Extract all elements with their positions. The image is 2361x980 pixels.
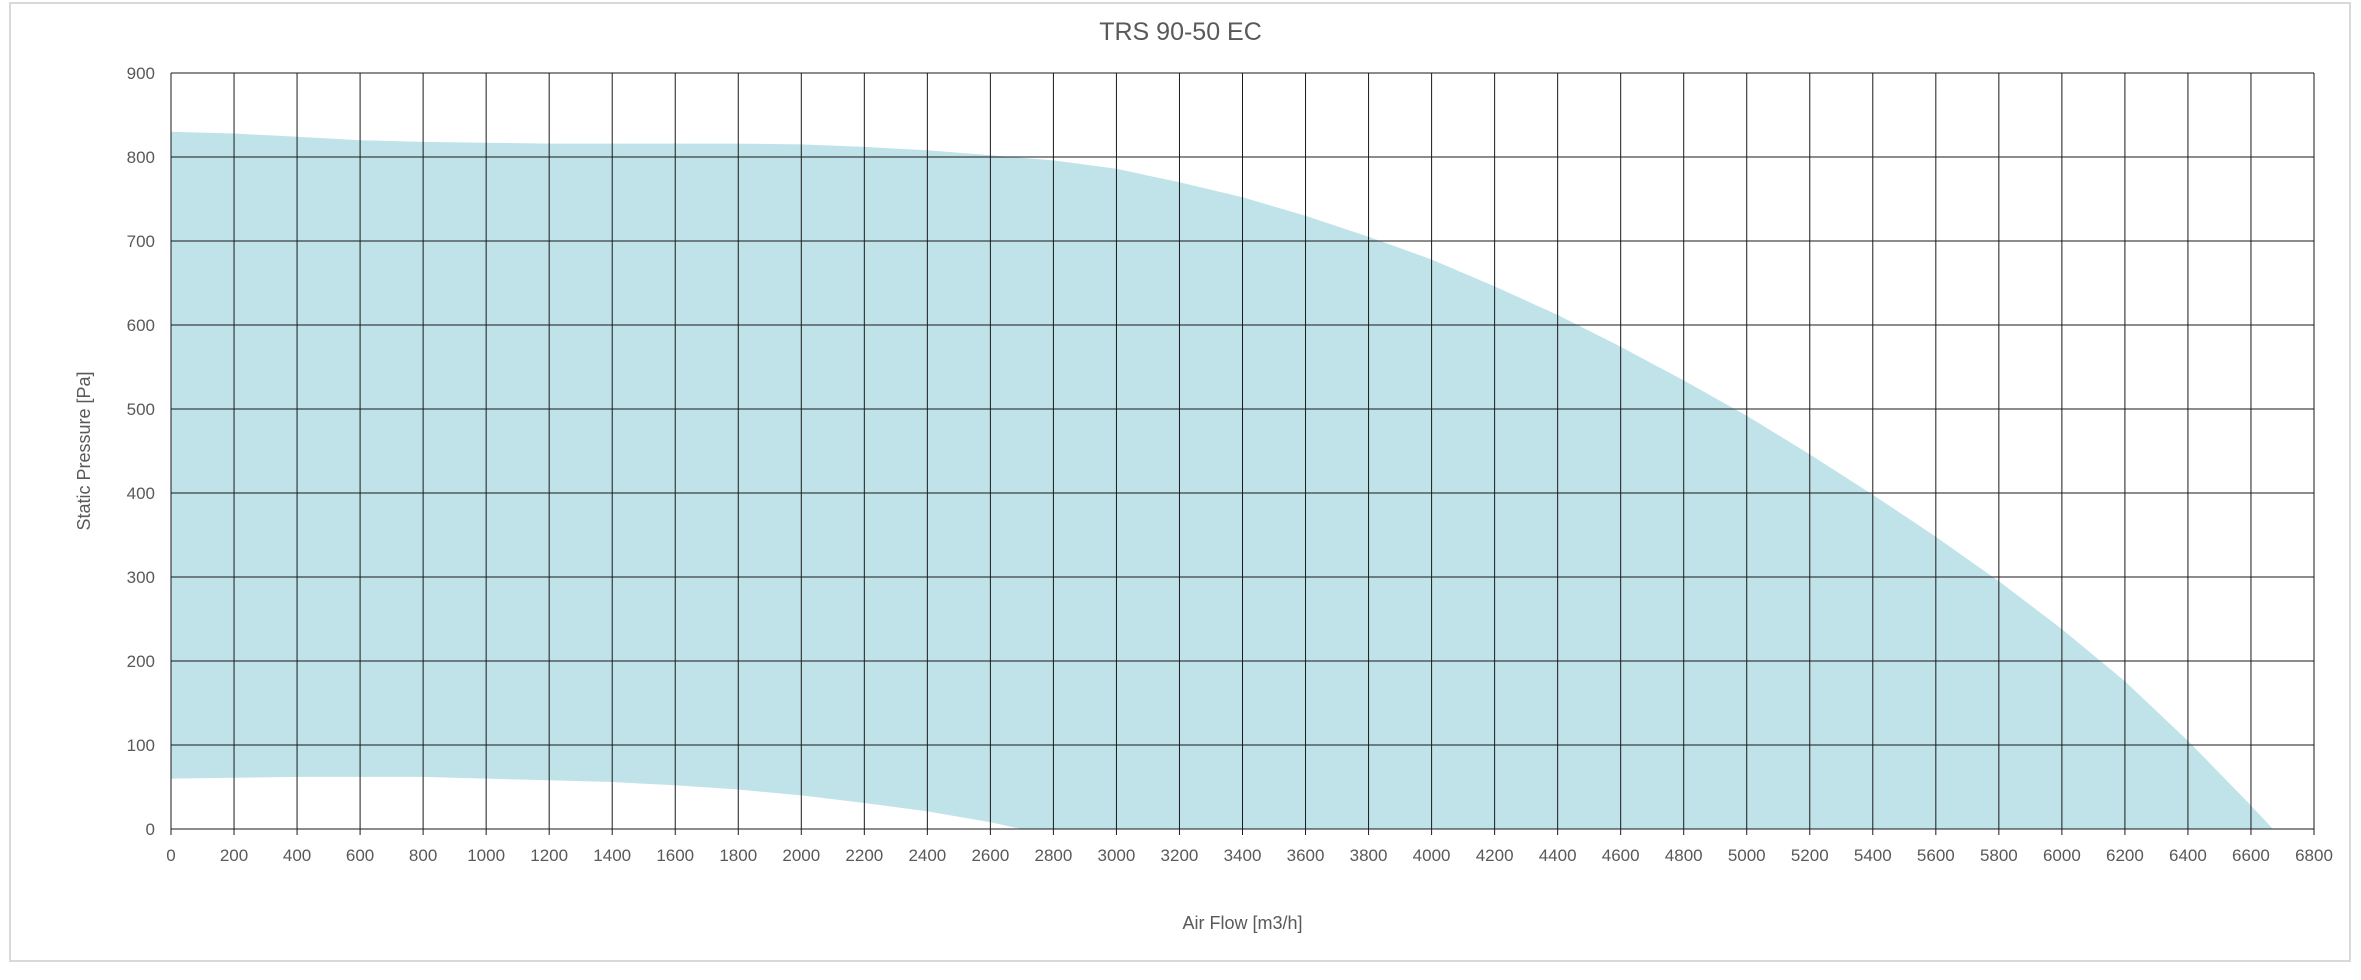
operating-area-layer xyxy=(171,131,2273,830)
x-tick-label: 6200 xyxy=(2106,846,2144,865)
x-tick-label: 5600 xyxy=(1917,846,1955,865)
x-tick-label: 6800 xyxy=(2295,846,2333,865)
x-tick-label: 3600 xyxy=(1287,846,1325,865)
operating-area xyxy=(171,131,2273,830)
y-tick-label: 900 xyxy=(127,64,155,83)
x-tick-label: 6000 xyxy=(2043,846,2081,865)
y-tick-label: 400 xyxy=(127,484,155,503)
x-tick-label: 2200 xyxy=(845,846,883,865)
x-axis-title: Air Flow [m3/h] xyxy=(1182,913,1302,933)
x-tick-label: 5800 xyxy=(1980,846,2018,865)
x-tick-label: 1200 xyxy=(530,846,568,865)
x-tick-label: 4600 xyxy=(1602,846,1640,865)
y-tick-label: 300 xyxy=(127,568,155,587)
x-tick-label: 1800 xyxy=(719,846,757,865)
x-tick-label: 200 xyxy=(220,846,248,865)
x-tick-label: 2800 xyxy=(1034,846,1072,865)
y-tick-label: 200 xyxy=(127,652,155,671)
x-tick-label: 4400 xyxy=(1539,846,1577,865)
x-tick-label: 5000 xyxy=(1728,846,1766,865)
y-tick-label: 700 xyxy=(127,232,155,251)
x-tick-label: 3800 xyxy=(1350,846,1388,865)
x-tick-label: 1600 xyxy=(656,846,694,865)
x-tick-label: 2600 xyxy=(971,846,1009,865)
x-tick-label: 5400 xyxy=(1854,846,1892,865)
x-tick-label: 600 xyxy=(346,846,374,865)
x-tick-label: 400 xyxy=(283,846,311,865)
x-tick-label: 6600 xyxy=(2232,846,2270,865)
x-tick-label: 3400 xyxy=(1224,846,1262,865)
x-tick-label: 2400 xyxy=(908,846,946,865)
x-tick-label: 4000 xyxy=(1413,846,1451,865)
y-tick-label: 0 xyxy=(146,820,155,839)
x-tick-label: 2000 xyxy=(782,846,820,865)
x-tick-label: 4200 xyxy=(1476,846,1514,865)
y-tick-label: 600 xyxy=(127,316,155,335)
x-tick-label: 3200 xyxy=(1161,846,1199,865)
x-tick-label: 6400 xyxy=(2169,846,2207,865)
x-tick-label: 1000 xyxy=(467,846,505,865)
y-tick-label: 100 xyxy=(127,736,155,755)
y-tick-label: 800 xyxy=(127,148,155,167)
x-tick-label: 5200 xyxy=(1791,846,1829,865)
chart-title: TRS 90-50 EC xyxy=(1099,18,1262,46)
x-tick-label: 1400 xyxy=(593,846,631,865)
x-tick-label: 800 xyxy=(409,846,437,865)
x-tick-label: 3000 xyxy=(1098,846,1136,865)
tick-label-layer: 0 200 400 600 800 1000 1200 1400 1600 1800 2000 220… xyxy=(127,64,2333,865)
y-tick-label: 500 xyxy=(127,400,155,419)
y-axis-title: Static Pressure [Pa] xyxy=(74,371,94,530)
x-tick-label: 4800 xyxy=(1665,846,1703,865)
x-tick-label: 0 xyxy=(166,846,175,865)
grid-layer xyxy=(170,72,2315,835)
